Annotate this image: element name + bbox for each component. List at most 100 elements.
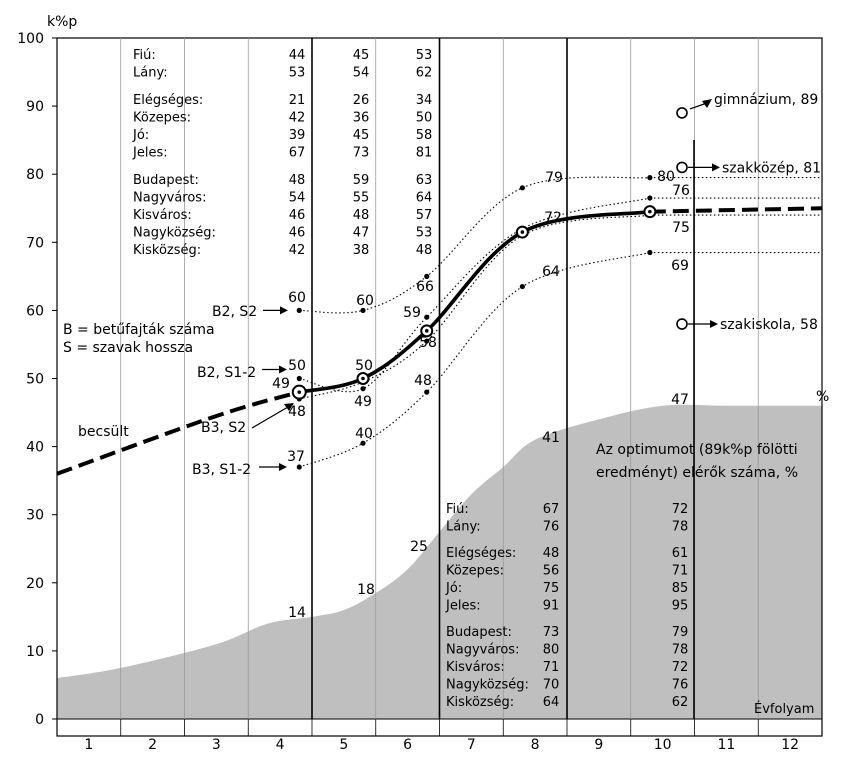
table-bottom-value: 62 <box>672 695 689 710</box>
labels-layer: 1 2 3 4 5 6 7 8 9 10 11 120102030405060708090100gim… <box>17 14 829 753</box>
area-caption: Az optimumot (89k%p fölötti <box>596 442 798 458</box>
band-arrow-b2s2-head <box>280 306 288 315</box>
band-point-label: 60 <box>356 293 374 309</box>
table-top-value: 36 <box>353 111 370 126</box>
x-tick-label: 8 <box>531 737 540 753</box>
band-arrow-b3s12-head <box>279 463 287 472</box>
estimated-curve-line <box>56 390 300 476</box>
curves-layer <box>56 99 823 476</box>
band-point <box>296 464 302 470</box>
table-bottom-label: Fiú: <box>446 502 469 517</box>
y-tick-label: 80 <box>26 167 44 183</box>
band-point-label: 79 <box>545 170 563 186</box>
main-point-label: 75 <box>672 220 690 236</box>
table-bottom-value: 72 <box>672 502 689 517</box>
table-top-value: 39 <box>289 128 306 143</box>
table-top-label: Közepes: <box>133 111 191 126</box>
y-tick-label: 100 <box>17 31 44 47</box>
table-bottom-value: 80 <box>543 643 560 658</box>
table-top-value: 63 <box>416 173 433 188</box>
band-point-label: 76 <box>672 183 690 199</box>
band-point-label: 49 <box>354 394 372 410</box>
band-point-label: 50 <box>288 358 306 374</box>
band-point-label: 48 <box>414 373 432 389</box>
table-top-value: 46 <box>289 208 306 223</box>
band-name: B2, S1-2 <box>197 365 256 381</box>
x-tick-label: 11 <box>717 737 735 753</box>
main-point-dot <box>361 376 365 381</box>
table-top-value: 21 <box>289 93 306 108</box>
y-tick-label: 50 <box>26 372 44 388</box>
band-point-label: 64 <box>542 264 560 280</box>
table-bottom-label: Lány: <box>446 520 481 535</box>
area-caption: eredményt) elérők száma, % <box>596 465 798 481</box>
table-bottom-value: 72 <box>672 660 689 675</box>
legend-line: S = szavak hossza <box>63 340 193 356</box>
grid-layer <box>52 37 823 737</box>
band-name: B3, S1-2 <box>192 462 251 478</box>
x-tick-label: 9 <box>594 737 603 753</box>
table-top-value: 42 <box>289 243 306 258</box>
band-point <box>519 185 525 191</box>
band-point <box>647 175 653 181</box>
table-top-value: 64 <box>416 191 433 206</box>
table-top-value: 47 <box>353 226 370 241</box>
table-top-label: Elégséges: <box>133 93 203 108</box>
x-tick-label: 2 <box>148 737 157 753</box>
table-bottom-label: Jó: <box>445 581 462 596</box>
band-point <box>296 375 302 382</box>
band-point-label: 66 <box>416 279 434 295</box>
table-top-label: Jó: <box>132 128 149 143</box>
table-top-value: 53 <box>289 66 306 81</box>
table-bottom-value: 61 <box>672 546 689 561</box>
table-top-value: 57 <box>416 208 433 223</box>
table-bottom-value: 78 <box>672 520 689 535</box>
table-bottom-value: 76 <box>672 678 689 693</box>
y2-axis-label: % <box>816 389 829 405</box>
band-point <box>424 389 430 395</box>
table-bottom-value: 70 <box>543 678 560 693</box>
x-tick-label: 12 <box>781 737 799 753</box>
table-bottom-label: Elégséges: <box>446 546 516 561</box>
band-arrow-b3s2-head <box>284 403 294 411</box>
y-tick-label: 60 <box>26 303 44 319</box>
legend-line: B = betűfajták száma <box>63 322 215 338</box>
table-bottom-value: 71 <box>672 564 689 579</box>
table-bottom-label: Jeles: <box>445 599 481 614</box>
school-type-marker <box>676 107 688 119</box>
area-value-label: 18 <box>357 582 375 598</box>
table-top-label: Nagyváros: <box>133 191 206 206</box>
school-label-szakiskola: szakiskola, 58 <box>720 317 818 333</box>
band-name: B3, S2 <box>201 420 246 436</box>
band-point <box>360 386 366 392</box>
table-bottom-value: 95 <box>672 599 689 614</box>
table-top-value: 46 <box>289 226 306 241</box>
extension-curve-line <box>649 206 823 214</box>
estimated-label: becsült <box>78 424 129 440</box>
school-label-gimnazium: gimnázium, 89 <box>714 92 818 108</box>
y-tick-label: 30 <box>26 508 44 524</box>
band-point <box>424 314 430 320</box>
band-point <box>424 273 430 279</box>
table-top-value: 45 <box>353 128 370 143</box>
y-tick-label: 90 <box>26 99 44 115</box>
area-value-label: 14 <box>288 605 306 621</box>
x-tick-label: 4 <box>276 737 285 753</box>
table-bottom-value: 91 <box>543 599 560 614</box>
school-type-marker <box>676 161 688 174</box>
school-arrow-szakkozep-head <box>712 163 720 172</box>
band-point <box>360 440 366 446</box>
main-point-dot <box>520 230 525 234</box>
table-top-value: 53 <box>416 48 433 63</box>
table-top-value: 73 <box>353 146 370 161</box>
table-top-label: Lány: <box>133 66 168 81</box>
main-point-dot <box>648 209 652 214</box>
school-arrow-gimnazium-head <box>702 99 712 108</box>
x-tick-label: 5 <box>339 737 348 753</box>
band-point <box>647 249 653 256</box>
table-top-value: 67 <box>289 146 306 161</box>
x-tick-label: 10 <box>654 737 672 753</box>
band-curve-line <box>299 251 651 468</box>
table-top-value: 62 <box>416 66 433 81</box>
table-top-value: 58 <box>416 128 433 143</box>
